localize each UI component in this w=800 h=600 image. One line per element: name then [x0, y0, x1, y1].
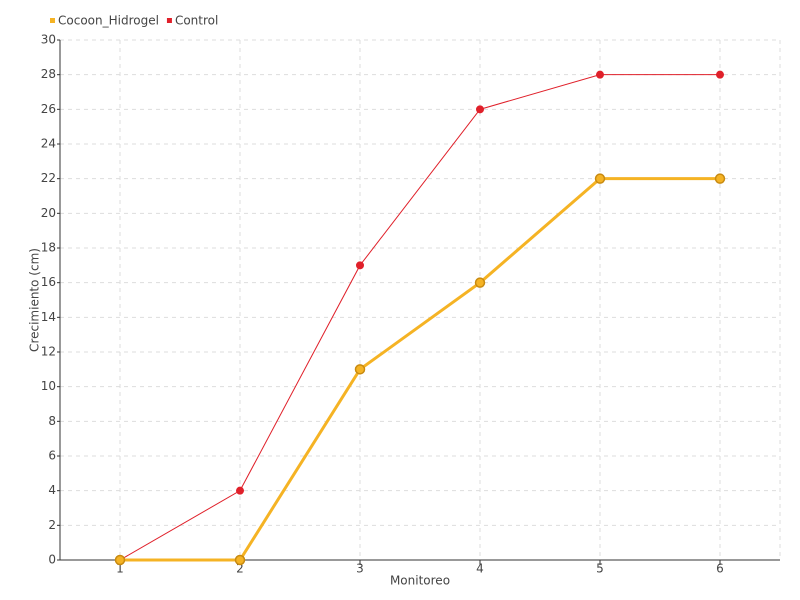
data-point — [474, 277, 486, 288]
y-tick-label: 12 — [41, 345, 56, 359]
x-tick-label: 3 — [356, 562, 364, 576]
x-tick-label: 6 — [716, 562, 724, 576]
data-point — [596, 70, 604, 79]
data-point — [114, 554, 126, 566]
y-tick-label: 0 — [48, 553, 56, 567]
series-line — [119, 74, 720, 561]
y-tick-label: 8 — [48, 414, 56, 428]
data-point — [716, 70, 724, 79]
x-axis-label: Monitoreo — [390, 574, 450, 588]
y-tick-label: 20 — [41, 206, 56, 220]
x-tick-label: 5 — [596, 562, 604, 576]
data-point — [236, 486, 244, 495]
y-tick-label: 10 — [41, 379, 56, 393]
y-tick-label: 16 — [41, 275, 56, 289]
legend-swatch — [50, 18, 55, 23]
data-point — [594, 173, 606, 184]
legend-label: Control — [175, 14, 218, 28]
y-tick-label: 14 — [41, 310, 56, 324]
y-tick-label: 4 — [48, 483, 56, 497]
data-point — [234, 554, 246, 566]
y-tick-label: 26 — [41, 102, 56, 116]
data-point — [354, 364, 366, 375]
y-tick-label: 2 — [48, 518, 56, 532]
x-tick-label: 1 — [116, 562, 124, 576]
y-tick-label: 6 — [48, 449, 56, 463]
data-point — [714, 173, 726, 184]
y-tick-label: 22 — [41, 171, 56, 185]
series-line — [120, 177, 720, 562]
y-tick-label: 18 — [41, 241, 56, 255]
y-tick-label: 28 — [41, 67, 56, 81]
y-axis-label: Crecimiento (cm) — [28, 248, 42, 352]
data-point — [476, 105, 484, 114]
x-tick-label: 4 — [476, 562, 484, 576]
y-tick-label: 30 — [41, 33, 56, 47]
legend-swatch — [166, 18, 172, 23]
legend-label: Cocoon_Hidrogel — [58, 14, 159, 28]
data-point — [356, 261, 364, 270]
y-tick-label: 24 — [41, 137, 56, 151]
x-tick-label: 2 — [236, 562, 244, 576]
